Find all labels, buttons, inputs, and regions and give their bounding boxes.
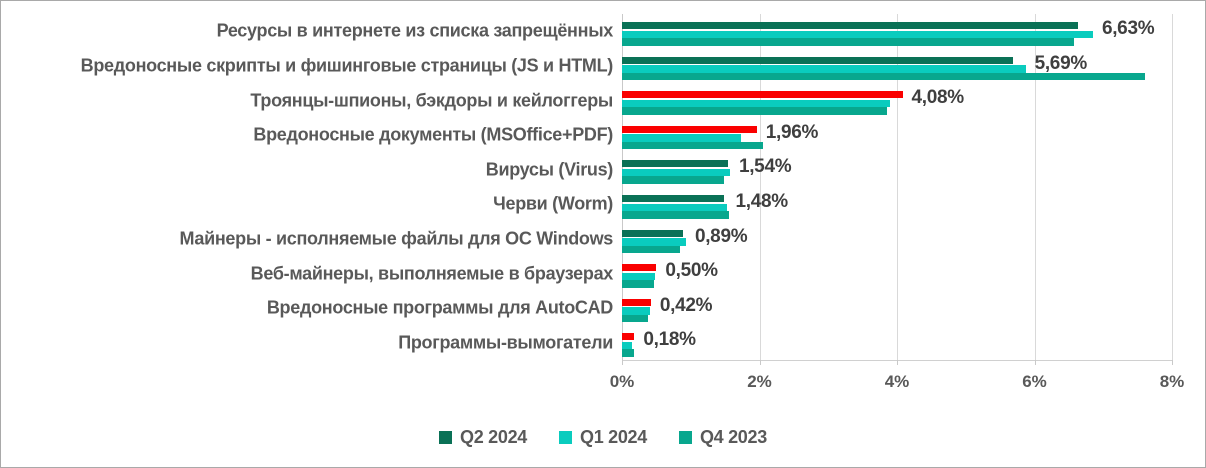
bar-q2-2024 (622, 160, 728, 168)
bar-q2-2024 (622, 264, 657, 272)
category-label: Веб-майнеры, выполняемые в браузерах (250, 263, 614, 283)
legend-swatch-icon (559, 430, 573, 444)
axis-tick (622, 360, 623, 365)
category-label: Ресурсы в интернете из списка запрещённы… (216, 20, 614, 41)
axis-tick (759, 360, 761, 365)
value-label: 0,18% (643, 329, 696, 351)
bar-q1-2024 (622, 134, 741, 142)
gridline-6pct (1034, 14, 1036, 360)
value-label: 5,69% (1034, 52, 1088, 74)
bar-q1-2024 (622, 65, 1026, 73)
bar-q4-2023 (622, 314, 649, 323)
category-label: Вирусы (Virus) (485, 159, 614, 180)
value-label: 1,96% (765, 121, 819, 143)
value-label: 6,63% (1101, 18, 1155, 39)
bar-q4-2023 (622, 245, 680, 254)
value-label: 1,54% (738, 156, 792, 178)
legend-label: Q4 2023 (699, 426, 767, 447)
category-label: Майнеры - исполняемые файлы для ОС Windo… (179, 228, 613, 249)
bar-q2-2024 (622, 125, 757, 133)
category-label: Троянцы-шпионы, бэкдоры и кейлоггеры (250, 90, 613, 110)
category-label: Вредоносные скрипты и фишинговые страниц… (80, 55, 614, 76)
category-label: Черви (Worm) (493, 193, 613, 214)
value-label: 4,08% (911, 87, 965, 109)
x-axis-label: 6% (1022, 372, 1047, 391)
gridline-2pct (759, 14, 761, 360)
bar-q1-2024 (622, 341, 633, 350)
legend: Q2 2024 Q1 2024 Q4 2023 (1, 423, 1205, 451)
bar-q1-2024 (622, 203, 727, 211)
gridline-4pct (897, 14, 898, 360)
axis-tick (1172, 360, 1173, 365)
x-axis-label: 2% (747, 372, 772, 391)
plot-area: 0% 2% 4% 6% 8% 6,63% 5,69% 4,08% 1,96% 1,54% 1,48%… (610, 14, 1184, 391)
x-axis-label: 0% (609, 372, 635, 391)
category-label: Программы-вымогатели (398, 332, 613, 353)
gridline-0pct (622, 14, 623, 360)
category-label: Вредоносные документы (MSOffice+PDF) (253, 124, 613, 145)
bar-q2-2024 (622, 91, 903, 99)
bar-q1-2024 (622, 168, 730, 177)
bar-q2-2024 (622, 56, 1014, 64)
legend-label: Q2 2024 (460, 426, 528, 447)
legend-item: Q1 2024 (559, 427, 647, 448)
bar-q2-2024 (622, 22, 1078, 29)
bar-q2-2024 (622, 333, 635, 341)
bar-q4-2023 (622, 72, 1145, 81)
value-label: 0,50% (665, 260, 718, 282)
axis-tick (1034, 360, 1036, 365)
legend-swatch-icon (678, 430, 692, 444)
bar-q4-2023 (622, 280, 654, 288)
bar-q2-2024 (622, 229, 684, 237)
value-label: 0,42% (659, 294, 713, 316)
value-label: 1,48% (735, 191, 789, 212)
bar-q4-2023 (622, 141, 763, 150)
category-label: Вредоносные программы для AutoCAD (266, 297, 613, 318)
bar-q1-2024 (622, 238, 686, 246)
x-axis-label: 4% (884, 372, 910, 391)
bar-q2-2024 (622, 195, 724, 202)
x-axis-label: 8% (1159, 372, 1185, 391)
bar-q1-2024 (622, 30, 1093, 38)
bar-q1-2024 (622, 99, 891, 108)
value-label: 0,89% (694, 225, 748, 247)
legend-label: Q1 2024 (580, 426, 647, 447)
legend-swatch-icon (439, 430, 453, 444)
category-axis: Ресурсы в интернете из списка запрещённы… (1, 14, 614, 360)
legend-item: Q2 2024 (439, 427, 527, 448)
bar-q1-2024 (622, 307, 650, 315)
legend-item: Q4 2023 (678, 426, 767, 448)
axis-tick (897, 360, 898, 365)
bar-q2-2024 (622, 298, 651, 306)
bar-q4-2023 (622, 211, 729, 219)
bar-q4-2023 (622, 176, 724, 184)
bar-q1-2024 (622, 272, 655, 281)
bar-q4-2023 (622, 38, 1075, 46)
bar-q4-2023 (622, 349, 634, 357)
bar-q4-2023 (622, 107, 888, 115)
gridline-8pct (1172, 14, 1173, 360)
